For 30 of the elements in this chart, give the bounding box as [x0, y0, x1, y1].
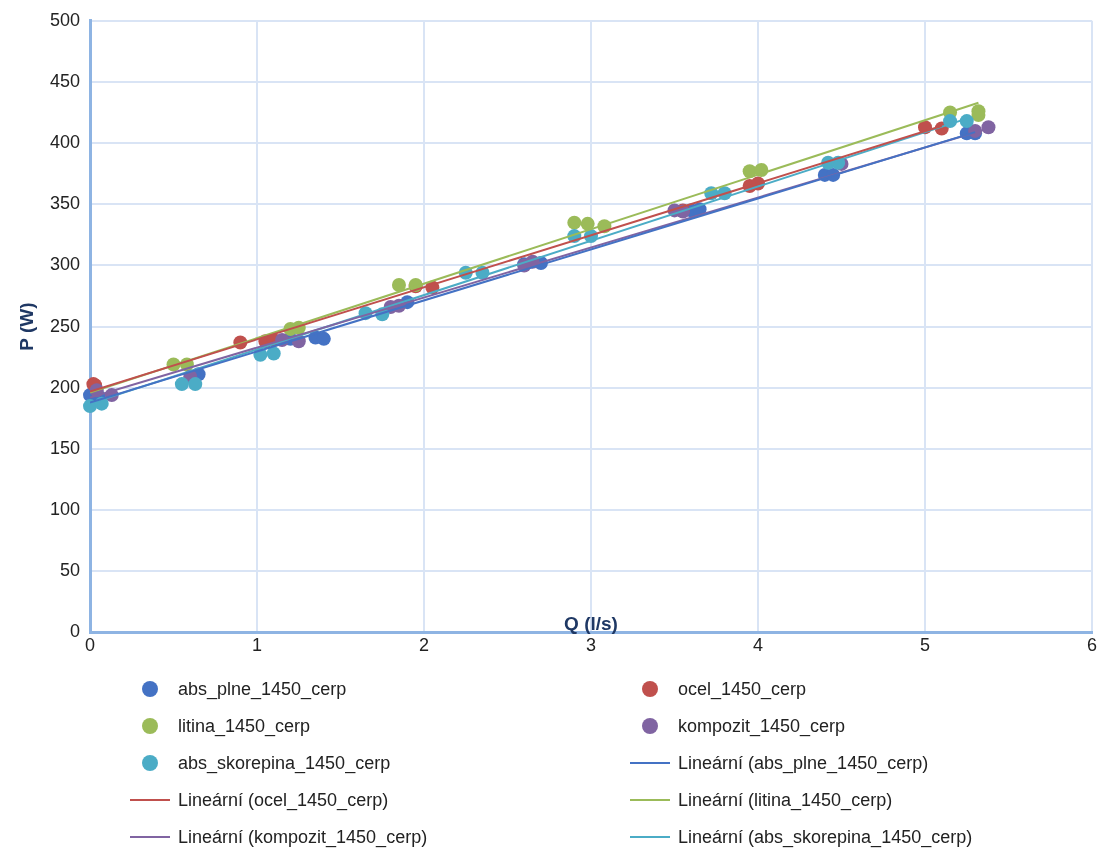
- x-tick-label: 1: [252, 635, 263, 656]
- y-tick-label: 50: [60, 560, 81, 581]
- x-tick-label: 2: [419, 635, 430, 656]
- x-tick-label: 0: [85, 635, 96, 656]
- legend-label: Lineární (litina_1450_cerp): [678, 789, 893, 811]
- legend-label: litina_1450_cerp: [178, 715, 311, 737]
- y-tick-label: 150: [49, 437, 81, 458]
- y-tick-label: 450: [49, 70, 81, 91]
- x-tick-label: 6: [1086, 635, 1098, 656]
- y-tick-label: 400: [49, 132, 81, 153]
- y-axis-title: P (W): [16, 302, 38, 351]
- x-tick-label: 5: [920, 635, 931, 656]
- legend-label: Lineární (abs_plne_1450_cerp): [678, 752, 929, 774]
- legend-label: abs_plne_1450_cerp: [178, 678, 347, 700]
- legend-label: kompozit_1450_cerp: [678, 715, 846, 737]
- x-tick-label: 4: [753, 635, 764, 656]
- legend-label: abs_skorepina_1450_cerp: [178, 752, 391, 774]
- y-tick-label: 350: [49, 193, 81, 214]
- legend-label: Lineární (ocel_1450_cerp): [178, 789, 389, 811]
- x-tick-label: 3: [586, 635, 597, 656]
- y-tick-label: 0: [70, 621, 81, 642]
- legend-label: Lineární (abs_skorepina_1450_cerp): [678, 826, 973, 848]
- y-tick-label: 250: [49, 315, 81, 336]
- legend-label: Lineární (kompozit_1450_cerp): [178, 826, 428, 848]
- y-tick-label: 300: [49, 254, 81, 275]
- x-axis-title: Q (l/s): [564, 613, 618, 635]
- y-tick-label: 200: [49, 376, 81, 397]
- legend-label: ocel_1450_cerp: [678, 678, 807, 700]
- y-tick-label: 500: [49, 9, 81, 30]
- y-tick-label: 100: [49, 499, 81, 520]
